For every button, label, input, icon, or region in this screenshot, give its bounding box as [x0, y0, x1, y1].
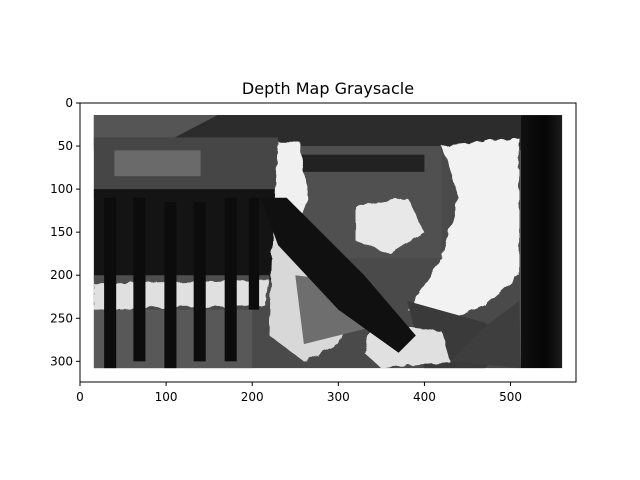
x-tick-label: 200 — [241, 390, 264, 404]
y-tick-label: 100 — [50, 182, 73, 196]
x-tick-label: 400 — [413, 390, 436, 404]
depth-far-band — [520, 115, 563, 369]
depth-dark-post — [248, 197, 260, 310]
y-tick-label: 200 — [50, 268, 73, 282]
axes-frame — [79, 102, 577, 383]
depth-dark-post — [224, 197, 237, 362]
depth-bright-bottom-left — [93, 279, 270, 310]
x-axis: 0 100 200 300 400 500 — [76, 382, 522, 404]
depth-center-dark-strip — [295, 154, 425, 172]
depth-dark-post — [164, 202, 177, 369]
x-tick-label: 500 — [499, 390, 522, 404]
y-tick-label: 0 — [65, 96, 73, 110]
x-tick-label: 100 — [155, 390, 178, 404]
depth-bright-center-patch — [355, 197, 425, 254]
depth-bottom-right-region — [450, 301, 521, 369]
depth-dark-diagonal-bar — [260, 197, 416, 353]
depth-dark-post — [193, 202, 206, 362]
depth-dark-post — [104, 197, 117, 369]
depth-dark-post — [133, 197, 146, 362]
x-tick-label: 300 — [327, 390, 350, 404]
y-tick-label: 250 — [50, 311, 73, 325]
chart-title: Depth Map Graysacle — [242, 79, 414, 98]
x-tick-label: 0 — [76, 390, 84, 404]
y-tick-label: 50 — [58, 139, 73, 153]
y-axis: 0 50 100 150 200 250 300 — [50, 96, 80, 368]
y-tick-label: 150 — [50, 225, 73, 239]
depth-map-image — [93, 115, 563, 369]
depth-dark-left-band — [93, 189, 279, 280]
y-tick-label: 300 — [50, 354, 73, 368]
plot-area — [93, 115, 563, 369]
depth-bright-right-region — [407, 137, 520, 323]
depth-mid-left-region — [114, 150, 201, 177]
